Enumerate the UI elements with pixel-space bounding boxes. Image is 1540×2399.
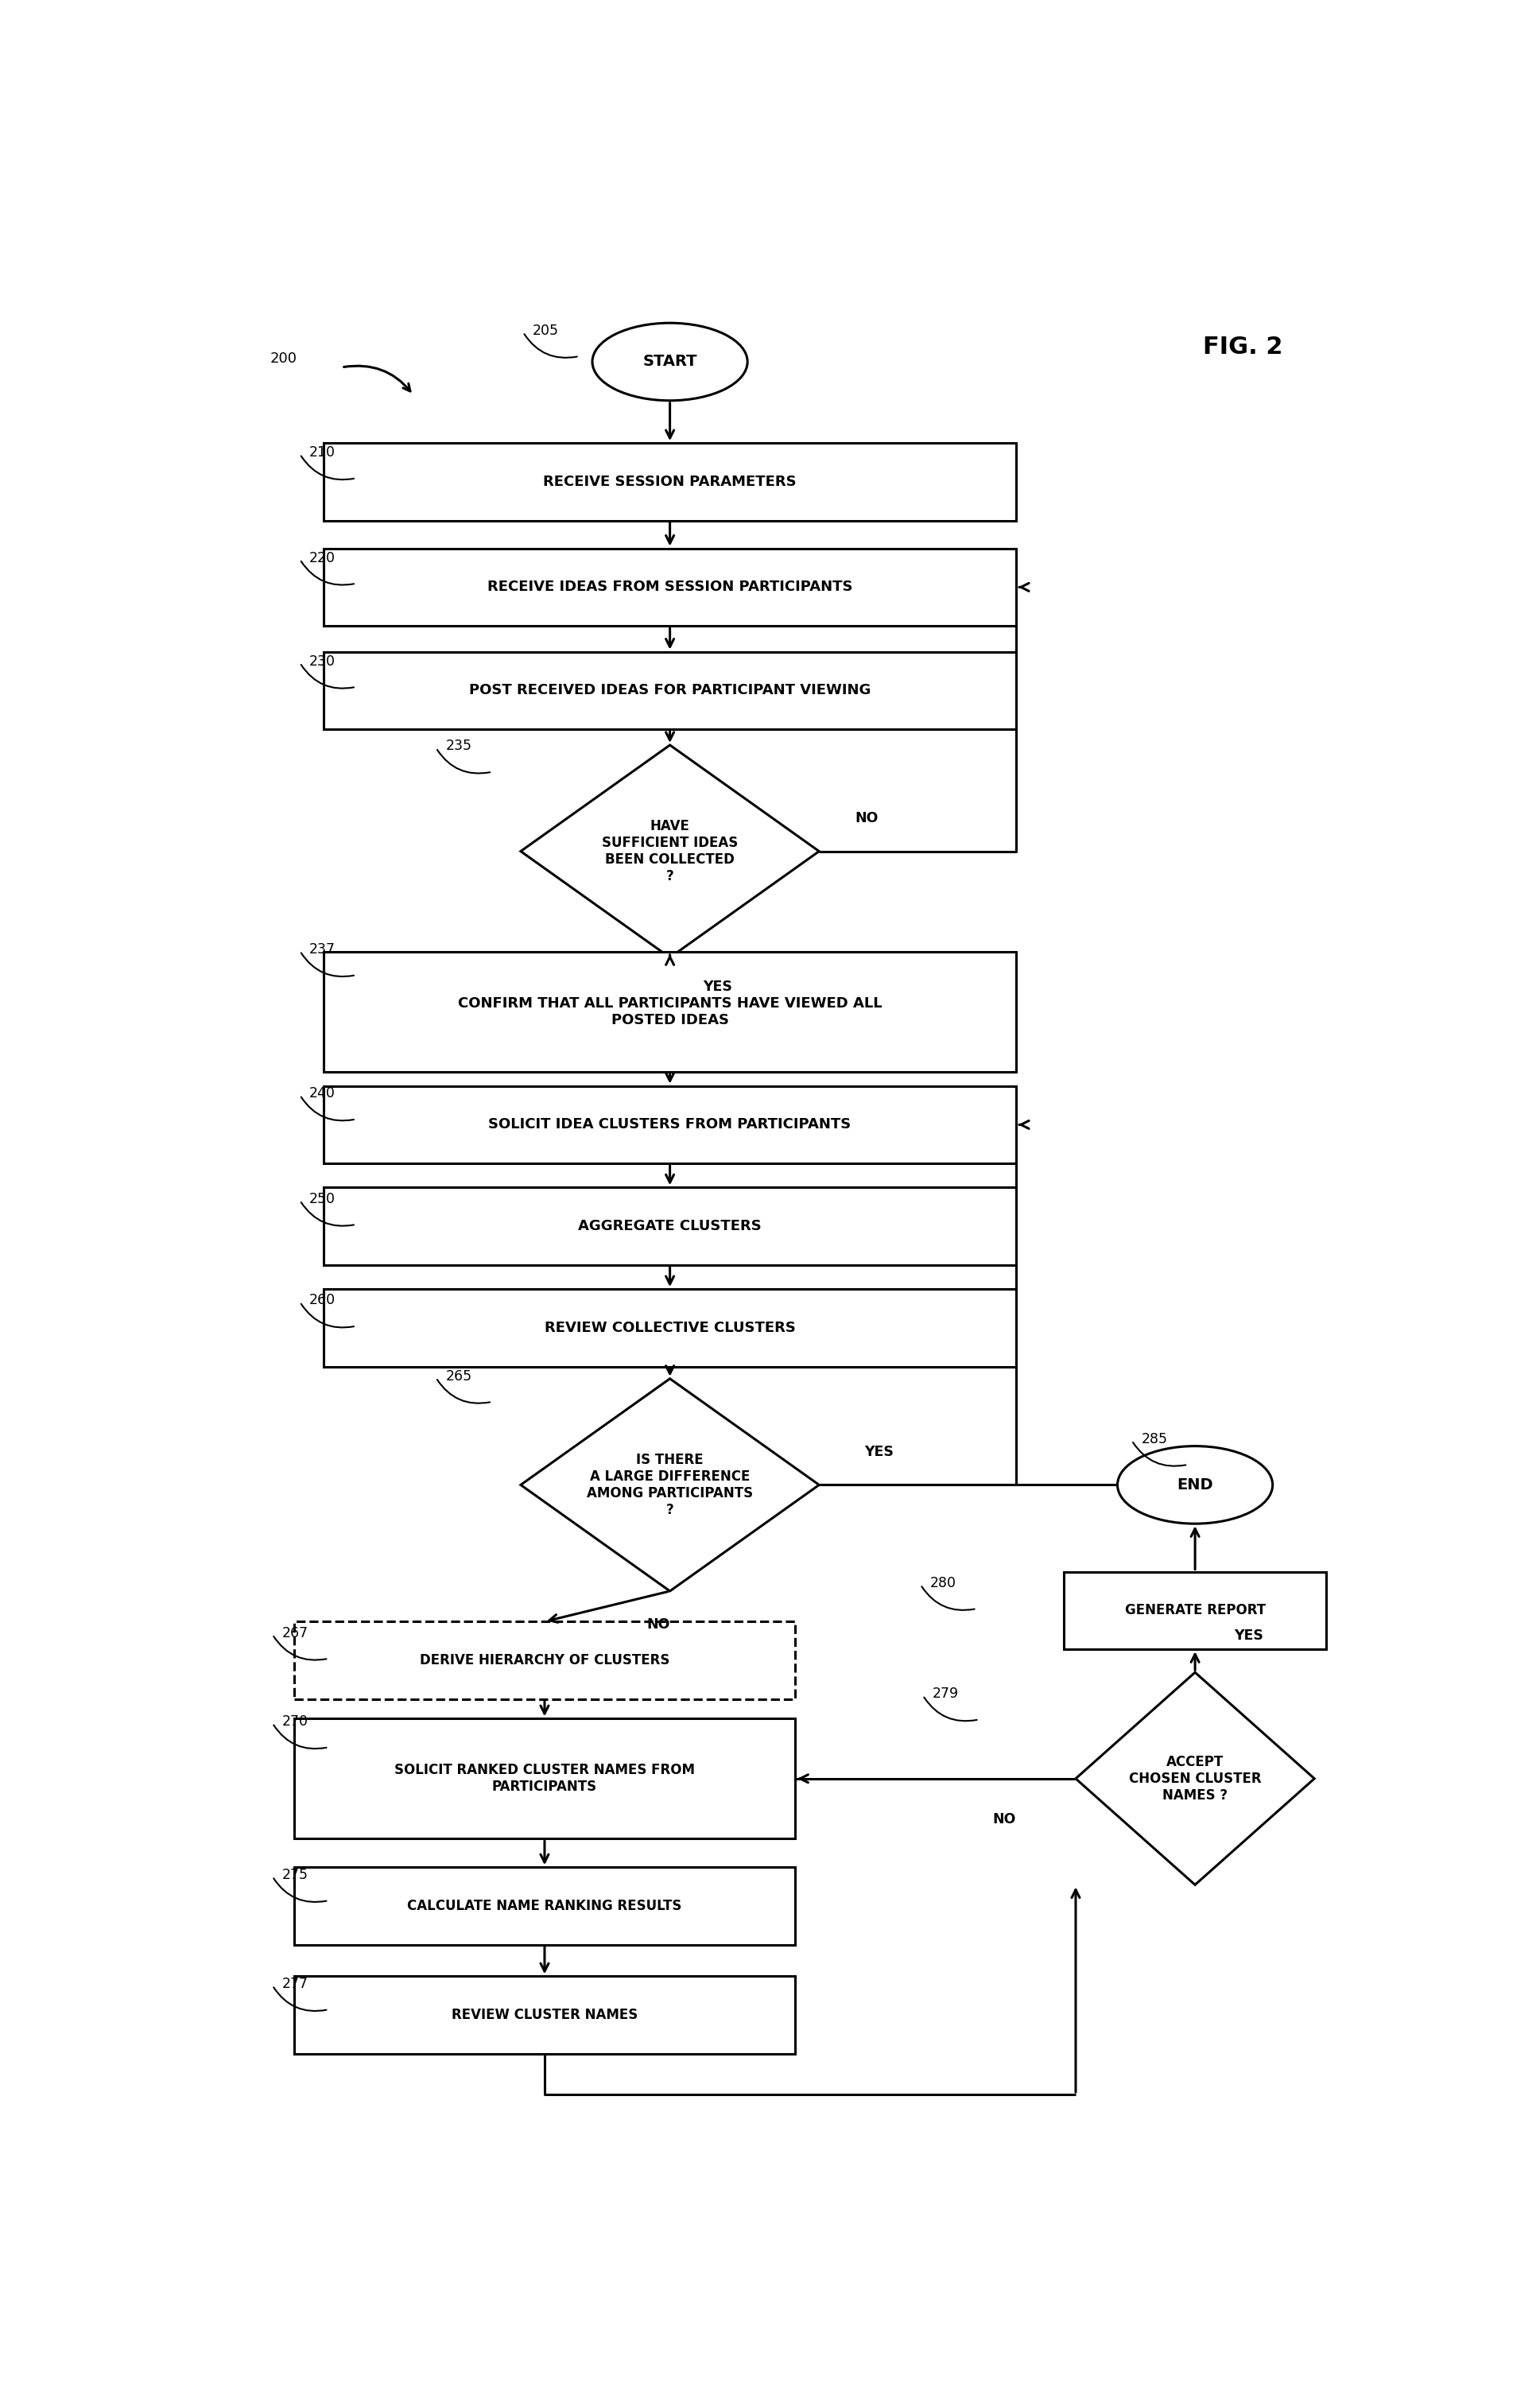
Text: END: END bbox=[1177, 1478, 1214, 1492]
Text: SOLICIT IDEA CLUSTERS FROM PARTICIPANTS: SOLICIT IDEA CLUSTERS FROM PARTICIPANTS bbox=[488, 1118, 852, 1132]
Bar bbox=[323, 444, 1016, 521]
Text: POST RECEIVED IDEAS FOR PARTICIPANT VIEWING: POST RECEIVED IDEAS FOR PARTICIPANT VIEW… bbox=[470, 684, 870, 698]
Text: 240: 240 bbox=[310, 1087, 336, 1101]
Text: CALCULATE NAME RANKING RESULTS: CALCULATE NAME RANKING RESULTS bbox=[407, 1900, 682, 1914]
Text: REVIEW CLUSTER NAMES: REVIEW CLUSTER NAMES bbox=[451, 2008, 638, 2022]
Ellipse shape bbox=[593, 324, 747, 401]
Polygon shape bbox=[1075, 1672, 1315, 1886]
Text: ACCEPT
CHOSEN CLUSTER
NAMES ?: ACCEPT CHOSEN CLUSTER NAMES ? bbox=[1129, 1756, 1261, 1802]
Polygon shape bbox=[521, 1379, 819, 1591]
Text: YES: YES bbox=[702, 979, 733, 993]
Text: 200: 200 bbox=[270, 350, 297, 365]
Text: 280: 280 bbox=[930, 1576, 956, 1591]
Text: RECEIVE IDEAS FROM SESSION PARTICIPANTS: RECEIVE IDEAS FROM SESSION PARTICIPANTS bbox=[487, 581, 853, 595]
Text: 230: 230 bbox=[310, 655, 336, 669]
Text: 235: 235 bbox=[445, 739, 471, 753]
Text: 275: 275 bbox=[282, 1869, 308, 1883]
Text: IS THERE
A LARGE DIFFERENCE
AMONG PARTICIPANTS
?: IS THERE A LARGE DIFFERENCE AMONG PARTIC… bbox=[587, 1454, 753, 1516]
Text: REVIEW COLLECTIVE CLUSTERS: REVIEW COLLECTIVE CLUSTERS bbox=[544, 1322, 796, 1334]
Text: RECEIVE SESSION PARAMETERS: RECEIVE SESSION PARAMETERS bbox=[544, 475, 796, 489]
Text: 285: 285 bbox=[1141, 1432, 1167, 1447]
Text: GENERATE REPORT: GENERATE REPORT bbox=[1124, 1603, 1266, 1617]
Text: FIG. 2: FIG. 2 bbox=[1203, 336, 1283, 357]
Bar bbox=[323, 1188, 1016, 1264]
Text: 260: 260 bbox=[310, 1293, 336, 1307]
Bar bbox=[323, 653, 1016, 729]
Text: 277: 277 bbox=[282, 1977, 308, 1991]
Text: 265: 265 bbox=[445, 1370, 471, 1384]
Text: START: START bbox=[642, 355, 698, 369]
Text: 220: 220 bbox=[310, 552, 336, 564]
Bar bbox=[294, 1977, 795, 2054]
Text: AGGREGATE CLUSTERS: AGGREGATE CLUSTERS bbox=[578, 1219, 762, 1233]
Text: 270: 270 bbox=[282, 1715, 308, 1730]
Text: YES: YES bbox=[864, 1444, 893, 1459]
Text: DERIVE HIERARCHY OF CLUSTERS: DERIVE HIERARCHY OF CLUSTERS bbox=[419, 1653, 670, 1667]
Bar bbox=[294, 1866, 795, 1946]
Polygon shape bbox=[521, 746, 819, 957]
Text: NO: NO bbox=[855, 811, 878, 825]
Bar bbox=[294, 1622, 795, 1698]
Bar bbox=[323, 549, 1016, 626]
Bar bbox=[1064, 1571, 1326, 1648]
Text: HAVE
SUFFICIENT IDEAS
BEEN COLLECTED
?: HAVE SUFFICIENT IDEAS BEEN COLLECTED ? bbox=[602, 820, 738, 883]
Text: CONFIRM THAT ALL PARTICIPANTS HAVE VIEWED ALL
POSTED IDEAS: CONFIRM THAT ALL PARTICIPANTS HAVE VIEWE… bbox=[457, 996, 882, 1027]
Text: NO: NO bbox=[992, 1811, 1016, 1826]
Bar bbox=[294, 1718, 795, 1838]
Text: 205: 205 bbox=[533, 324, 559, 338]
Text: 267: 267 bbox=[282, 1627, 308, 1641]
Ellipse shape bbox=[1118, 1447, 1272, 1523]
Text: SOLICIT RANKED CLUSTER NAMES FROM
PARTICIPANTS: SOLICIT RANKED CLUSTER NAMES FROM PARTIC… bbox=[394, 1763, 695, 1794]
Bar bbox=[323, 1288, 1016, 1367]
Text: 210: 210 bbox=[310, 446, 336, 461]
Text: 237: 237 bbox=[310, 943, 336, 957]
Text: NO: NO bbox=[647, 1617, 670, 1631]
Bar bbox=[323, 1087, 1016, 1164]
Bar bbox=[323, 952, 1016, 1072]
Text: 250: 250 bbox=[310, 1192, 336, 1207]
Text: 279: 279 bbox=[933, 1686, 959, 1701]
Text: YES: YES bbox=[1234, 1629, 1263, 1643]
